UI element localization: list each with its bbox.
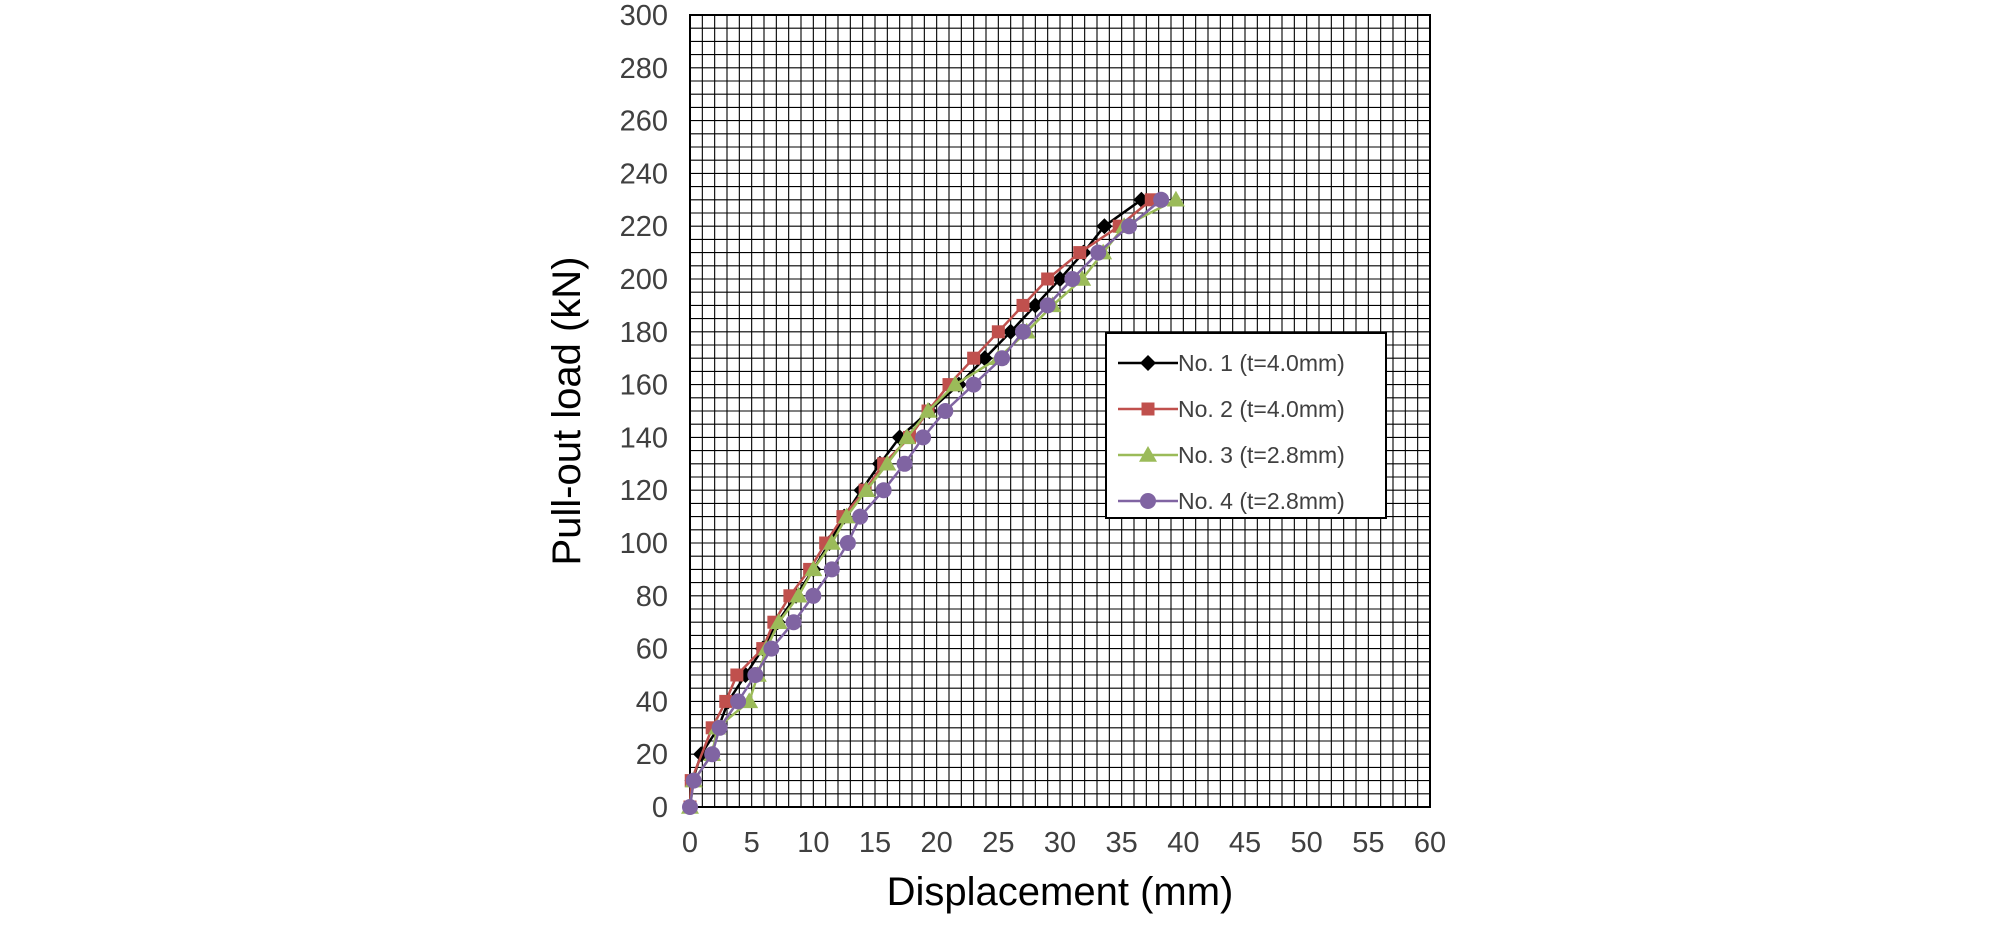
series-3-point [857, 481, 876, 497]
series-2-point [1073, 246, 1087, 260]
series-1-point [1052, 271, 1068, 287]
series-4-point [711, 719, 728, 736]
series-4-point [704, 746, 721, 763]
axes: 0 5 10 15 20 25 30 35 40 45 50 55 60 0 20 40 60 80 100 120 1… [545, 0, 1446, 914]
series-4-point [1064, 271, 1081, 287]
series-3-point [919, 402, 938, 418]
series-4-point [915, 429, 932, 446]
series-2-point [991, 325, 1005, 339]
series-3-point [822, 534, 841, 550]
series-3-point [789, 586, 808, 603]
series-4-point [1015, 323, 1031, 340]
x-tick-label: 40 [1167, 827, 1199, 859]
series-1-point [1002, 323, 1019, 340]
x-tick-label: 35 [1106, 827, 1138, 859]
x-tick-label: 5 [744, 827, 760, 859]
series-3-point [898, 428, 917, 445]
y-tick-label: 120 [620, 475, 668, 507]
y-tick-label: 80 [636, 581, 668, 613]
series-1-point [1096, 218, 1113, 235]
y-tick-label: 100 [620, 528, 668, 560]
legend-marker [1140, 355, 1156, 371]
x-tick-label: 10 [797, 827, 829, 859]
x-tick-label: 0 [682, 827, 698, 859]
series-3-point [878, 454, 897, 471]
y-tick-label: 140 [620, 422, 668, 454]
legend-item-3: No. 3 (t=2.8mm) [1118, 442, 1345, 468]
series-3-point [769, 613, 788, 629]
y-tick-label: 200 [620, 264, 668, 296]
series-2-point [1041, 272, 1055, 286]
legend-item-1: No. 1 (t=4.0mm) [1118, 350, 1345, 376]
series-4-point [730, 693, 747, 710]
series-2-point [967, 351, 981, 365]
series-1-point [1027, 297, 1044, 314]
y-tick-label: 40 [636, 686, 668, 718]
y-tick-label: 220 [620, 211, 668, 243]
series-4-point [875, 482, 892, 499]
series-4-point [785, 614, 802, 631]
y-tick-label: 260 [620, 106, 668, 138]
x-tick-label: 60 [1414, 827, 1446, 859]
y-tick-label: 0 [652, 792, 668, 824]
legend-label: No. 2 (t=4.0mm) [1178, 396, 1345, 422]
legend-item-4: No. 4 (t=2.8mm) [1118, 488, 1345, 514]
series-4-point [747, 667, 764, 683]
legend-item-2: No. 2 (t=4.0mm) [1118, 396, 1345, 422]
y-tick-label: 180 [620, 317, 668, 349]
series-4-point [685, 772, 702, 789]
series-4-point [1153, 191, 1170, 208]
series-1-point [976, 350, 993, 367]
x-tick-label: 50 [1291, 827, 1323, 859]
series-4 [682, 191, 1170, 815]
y-tick-label: 20 [636, 739, 668, 771]
legend-label: No. 3 (t=2.8mm) [1178, 442, 1345, 468]
series-4-point [1090, 244, 1107, 261]
x-tick-label: 55 [1352, 827, 1384, 859]
x-tick-label: 45 [1229, 827, 1261, 859]
series-4-point [1121, 218, 1138, 235]
y-tick-label: 240 [620, 158, 668, 190]
series-4-point [937, 403, 954, 419]
y-tick-label: 60 [636, 634, 668, 666]
series-2-point [1016, 298, 1030, 312]
y-tick-label: 160 [620, 370, 668, 402]
x-tick-label: 25 [982, 827, 1014, 859]
x-tick-label: 30 [1044, 827, 1076, 859]
legend-marker [1140, 493, 1156, 509]
y-tick-label: 280 [620, 53, 668, 85]
series-4-point [896, 455, 913, 472]
series-4-point [823, 561, 840, 578]
legend-marker [1139, 446, 1157, 462]
series-2-point [730, 668, 744, 682]
series-4-point [852, 508, 869, 525]
x-tick-label: 15 [859, 827, 891, 859]
series-layer [681, 190, 1185, 815]
series-3-point [837, 507, 856, 524]
y-tick-label: 300 [620, 0, 668, 32]
series-3-point [804, 560, 823, 577]
series-4-point [965, 376, 982, 393]
legend: No. 1 (t=4.0mm) No. 2 (t=4.0mm) No. 3 (t=2… [1105, 332, 1387, 519]
series-4-point [682, 799, 698, 815]
y-axis-title: Pull-out load (kN) [545, 256, 589, 565]
x-axis-title: Displacement (mm) [887, 870, 1234, 914]
series-2-point [719, 694, 733, 708]
series-4-point [805, 587, 822, 604]
series-3-point [946, 375, 965, 392]
series-4-point [1039, 297, 1056, 314]
legend-marker [1141, 402, 1155, 416]
series-4-point [839, 535, 856, 551]
x-tick-label: 20 [921, 827, 953, 859]
legend-label: No. 4 (t=2.8mm) [1178, 488, 1345, 514]
legend-label: No. 1 (t=4.0mm) [1178, 350, 1345, 376]
series-3-point [1166, 190, 1185, 207]
series-4-point [763, 640, 780, 657]
plot-border [689, 14, 1431, 808]
series-4-point [994, 350, 1011, 367]
